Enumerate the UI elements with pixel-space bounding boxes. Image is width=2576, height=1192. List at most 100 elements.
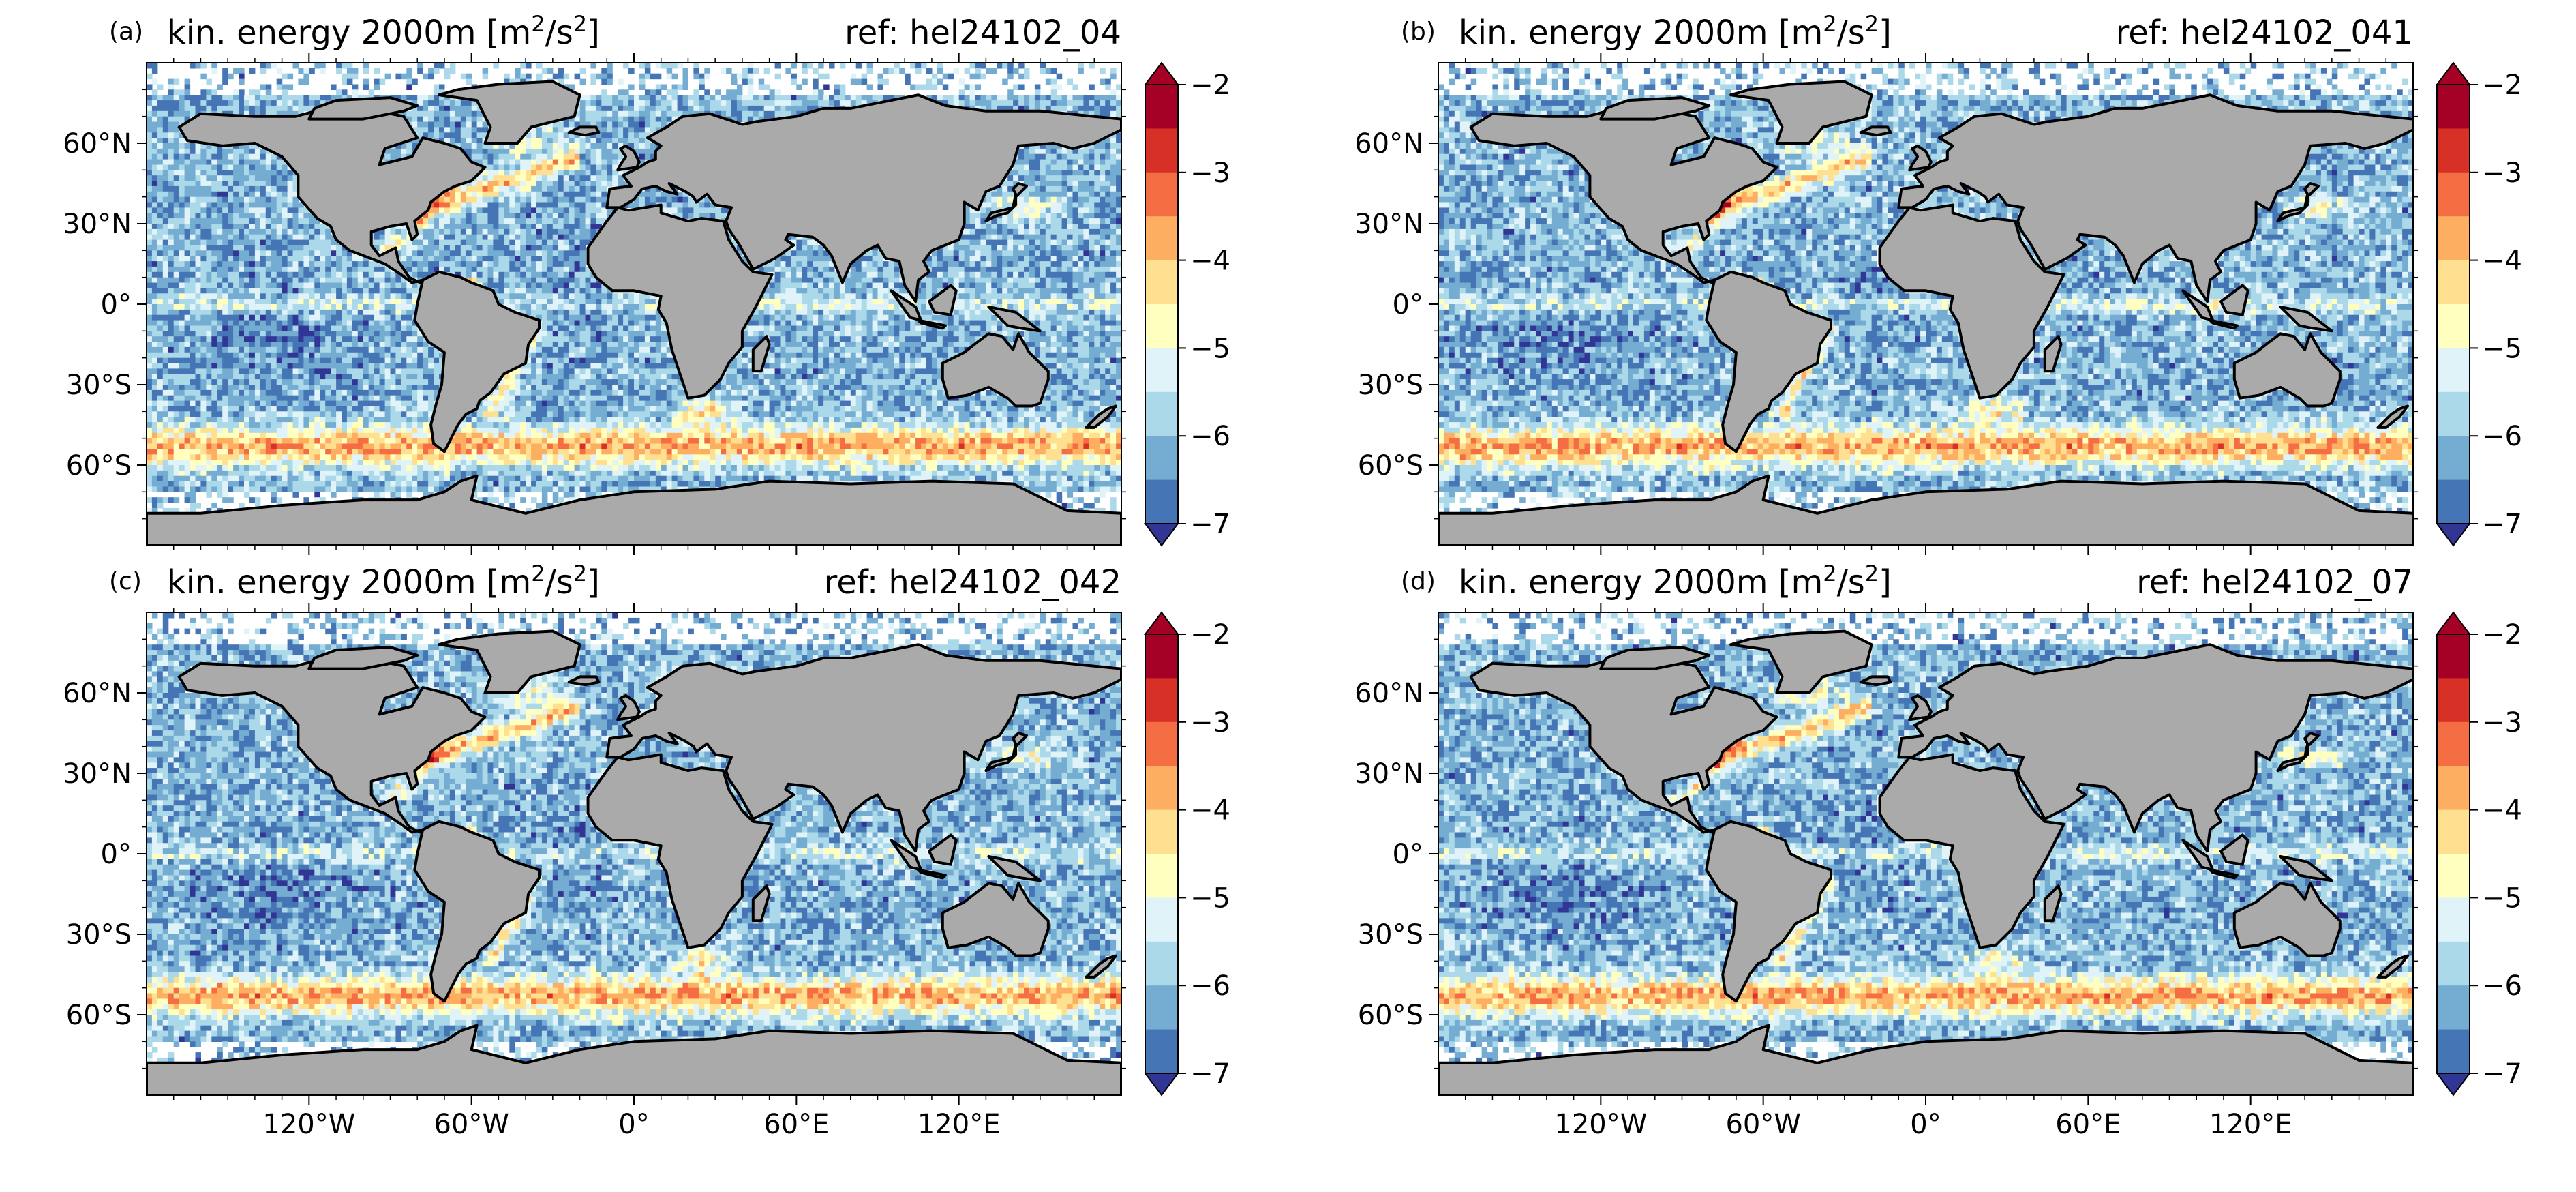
- ref-label: ref: hel24102_04: [845, 14, 1121, 52]
- landmass: [307, 646, 419, 670]
- landmass: [890, 839, 923, 871]
- colorbar-segment: [1145, 766, 1178, 811]
- colorbar-tick-label: −3: [1190, 707, 1230, 739]
- colorbar-segment: [1145, 634, 1178, 679]
- colorbar-tick-label: −2: [1190, 70, 1230, 101]
- colorbar-segment: [2437, 634, 2470, 679]
- y-tick-label: 60°N: [1354, 678, 1423, 709]
- colorbar-segment: [1145, 85, 1178, 129]
- colorbar-tick-label: −4: [2482, 245, 2522, 277]
- title-superscript: 2: [573, 561, 587, 586]
- colorbar-tick-label: −6: [1190, 421, 1230, 452]
- landmass: [2279, 305, 2333, 333]
- y-tick-label: 30°S: [1358, 370, 1423, 401]
- ref-label: ref: hel24102_041: [2116, 14, 2413, 52]
- y-tick-label: 60°S: [66, 1000, 132, 1031]
- colorbar-tick-label: −7: [2482, 1058, 2522, 1090]
- y-tick-label: 0°: [101, 839, 132, 870]
- x-tick-label: 120°W: [1554, 1109, 1647, 1140]
- title-text: /s: [1837, 563, 1865, 601]
- colorbar-tick-label: −4: [2482, 795, 2522, 826]
- landmass: [1085, 954, 1118, 979]
- landmass: [177, 104, 487, 284]
- landmass: [605, 93, 1121, 303]
- y-tick-label: 30°S: [66, 919, 132, 951]
- colorbar-tick-label: −2: [1190, 619, 1230, 651]
- landmass: [1897, 93, 2413, 303]
- title-superscript: 2: [1823, 11, 1836, 37]
- colorbar-extend-bottom: [1144, 523, 1179, 547]
- colorbar-segment: [1145, 128, 1178, 173]
- colorbar-tick-label: −7: [2482, 509, 2522, 540]
- colorbar-tick-label: −7: [1190, 509, 1230, 540]
- y-tick-label: 60°N: [1354, 128, 1423, 160]
- y-tick-label: 60°N: [63, 128, 132, 160]
- landmass: [1469, 653, 1778, 834]
- x-tick-label: 0°: [1910, 1109, 1941, 1140]
- landmass: [1897, 643, 2413, 853]
- colorbar-segment: [2437, 479, 2470, 524]
- map-area: [147, 63, 1121, 546]
- energy-field: [147, 63, 1121, 514]
- colorbar-segment: [1145, 304, 1178, 348]
- landmass: [941, 332, 1050, 408]
- colorbar-segment: [1145, 391, 1178, 436]
- panel-title: kin. energy 2000m [m2/s2]: [167, 11, 600, 52]
- map-panel-b: 60°N 30°N 0° 30°S 60°S (b) kin. energy 2000m […: [1354, 11, 2522, 555]
- y-tick-label: 30°N: [63, 209, 132, 240]
- colorbar-frame: [2436, 84, 2470, 524]
- colorbar-tick-label: −4: [1190, 795, 1230, 826]
- y-tick-label: 30°S: [66, 370, 132, 401]
- landmass: [1878, 203, 2065, 400]
- colorbar-frame: [1145, 84, 1179, 524]
- colorbar-segment: [1145, 1029, 1178, 1074]
- colorbar-tick-label: −6: [2482, 970, 2522, 1002]
- colorbar-segment: [1145, 897, 1178, 942]
- colorbar-segment: [2437, 941, 2470, 986]
- landmass: [1729, 629, 1873, 694]
- panel-title: kin. energy 2000m [m2/s2]: [1459, 561, 1892, 601]
- land-masses: [147, 629, 1121, 1095]
- colorbar-extend-top: [2436, 611, 2471, 635]
- colorbar-segment: [1145, 678, 1178, 723]
- landmass: [1085, 404, 1118, 429]
- land-masses: [1438, 629, 2413, 1095]
- title-text: ]: [587, 563, 600, 601]
- landmass: [2219, 833, 2249, 866]
- colorbar-tick-label: −5: [2482, 333, 2522, 364]
- colorbar-tick-label: −6: [1190, 970, 1230, 1002]
- colorbar-tick-label: −2: [2482, 619, 2522, 651]
- map-panel-a: 60°N 30°N 0° 30°S 60°S (a) kin. energy 2000m […: [63, 11, 1230, 555]
- landmass: [438, 80, 581, 145]
- title-superscript: 2: [573, 11, 587, 37]
- landmass: [2181, 839, 2215, 871]
- colorbar-extend-top: [2436, 61, 2471, 85]
- y-tick-label: 0°: [101, 289, 132, 321]
- y-tick-label: 0°: [1393, 839, 1423, 870]
- colorbar-segment: [2437, 897, 2470, 942]
- colorbar-segment: [1145, 941, 1178, 986]
- landmass: [1599, 646, 1711, 670]
- colorbar-segment: [1145, 260, 1178, 305]
- landmass: [177, 653, 487, 834]
- colorbar-segment: [1145, 479, 1178, 524]
- panel-label: (c): [109, 567, 142, 595]
- title-superscript: 2: [531, 11, 545, 37]
- panel-label: (a): [109, 18, 143, 46]
- landmass: [987, 854, 1042, 882]
- colorbar-tick-label: −2: [2482, 70, 2522, 101]
- panel-label: (d): [1401, 567, 1436, 595]
- y-tick-label: 30°N: [63, 758, 132, 790]
- title-text: kin. energy 2000m [m: [167, 14, 531, 52]
- map-panel-d: 60°N 30°N 0° 30°S 60°S 120°W 60°W 0° 60°E 120°E (d…: [1354, 561, 2522, 1140]
- y-tick-label: 60°S: [1358, 450, 1423, 481]
- title-text: ]: [1879, 14, 1892, 52]
- land-masses: [147, 80, 1121, 546]
- title-text: /s: [545, 563, 573, 601]
- colorbar-segment: [2437, 854, 2470, 898]
- landmass: [751, 335, 771, 373]
- y-tick-label: 0°: [1393, 289, 1423, 321]
- x-tick-label: 120°W: [262, 1109, 355, 1140]
